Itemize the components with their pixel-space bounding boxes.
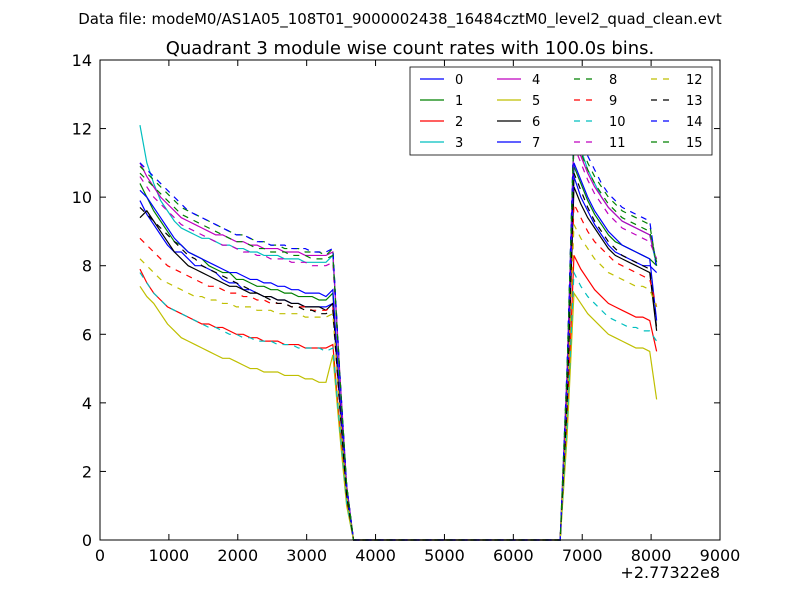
x-axis-offset-label: +2.77322e8 bbox=[620, 563, 720, 582]
y-tick-label: 0 bbox=[82, 531, 92, 550]
series-line-15 bbox=[139, 135, 658, 541]
y-tick-label: 2 bbox=[82, 462, 92, 481]
legend-label-15: 15 bbox=[686, 136, 703, 151]
legend-label-8: 8 bbox=[609, 73, 617, 88]
legend-label-14: 14 bbox=[686, 115, 703, 130]
legend-label-9: 9 bbox=[609, 94, 617, 109]
x-tick-label: 5000 bbox=[424, 546, 465, 565]
series-line-0 bbox=[139, 176, 658, 541]
x-tick-label: 0 bbox=[95, 546, 105, 565]
plot-area-frame bbox=[99, 59, 721, 541]
legend-label-1: 1 bbox=[455, 94, 463, 109]
x-tick-label: 6000 bbox=[493, 546, 534, 565]
x-axis: 0 1000 2000 3000 4000 5000 6000 7000 8000 9000 bbox=[95, 60, 740, 565]
series-line-10 bbox=[139, 270, 658, 541]
x-tick-label: 7000 bbox=[562, 546, 603, 565]
y-tick-label: 6 bbox=[82, 325, 92, 344]
y-tick-label: 8 bbox=[82, 257, 92, 276]
series-line-7 bbox=[139, 162, 658, 541]
x-tick-label: 4000 bbox=[355, 546, 396, 565]
x-tick-label: 9000 bbox=[700, 546, 741, 565]
y-tick-label: 4 bbox=[82, 394, 92, 413]
x-tick-label: 8000 bbox=[631, 546, 672, 565]
series-line-2 bbox=[139, 255, 658, 541]
legend-label-7: 7 bbox=[532, 136, 540, 151]
series-line-14 bbox=[139, 128, 658, 541]
legend-label-2: 2 bbox=[455, 115, 463, 130]
x-tick-label: 1000 bbox=[149, 546, 190, 565]
y-tick-label: 10 bbox=[72, 188, 92, 207]
legend-label-12: 12 bbox=[686, 73, 703, 88]
legend-label-10: 10 bbox=[609, 115, 626, 130]
y-tick-label: 12 bbox=[72, 120, 92, 139]
series-line-4 bbox=[139, 135, 658, 541]
legend-label-5: 5 bbox=[532, 94, 540, 109]
series-line-8 bbox=[139, 124, 658, 541]
legend-label-6: 6 bbox=[532, 115, 540, 130]
x-tick-label: 3000 bbox=[286, 546, 327, 565]
series-layer bbox=[139, 124, 658, 541]
chart-supertitle: Data file: modeM0/AS1A05_108T01_90000024… bbox=[78, 10, 722, 29]
y-tick-label: 14 bbox=[72, 51, 92, 70]
series-line-5 bbox=[139, 285, 658, 541]
series-line-6 bbox=[139, 186, 658, 541]
series-line-1 bbox=[139, 166, 658, 541]
legend-label-13: 13 bbox=[686, 94, 703, 109]
series-line-11 bbox=[139, 145, 658, 541]
legend-label-4: 4 bbox=[532, 73, 540, 88]
legend-label-3: 3 bbox=[455, 136, 463, 151]
legend-box bbox=[409, 66, 713, 156]
chart-title: Quadrant 3 module wise count rates with … bbox=[166, 38, 655, 59]
series-line-12 bbox=[139, 224, 658, 541]
series-line-13 bbox=[139, 172, 658, 541]
x-tick-label: 2000 bbox=[217, 546, 258, 565]
series-line-9 bbox=[139, 203, 658, 541]
legend-label-0: 0 bbox=[455, 73, 463, 88]
legend-label-11: 11 bbox=[609, 136, 626, 151]
